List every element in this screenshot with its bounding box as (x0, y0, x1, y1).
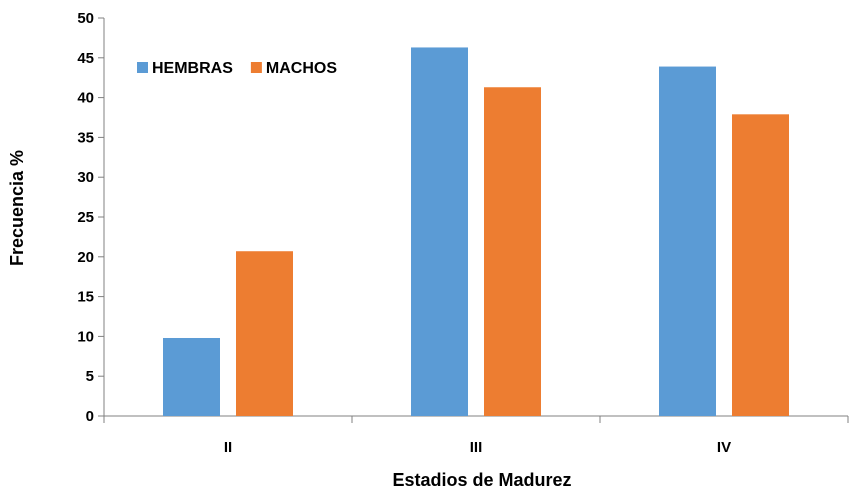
y-tick-label: 0 (86, 408, 94, 425)
bars (163, 47, 789, 417)
legend: HEMBRAS MACHOS (137, 60, 337, 77)
x-tick-label: IV (717, 439, 731, 456)
bar-hembras-ii (163, 337, 220, 416)
x-axis-title: Estadios de Madurez (392, 470, 571, 490)
y-tick-label: 25 (77, 209, 94, 226)
bar-machos-ii (236, 251, 293, 416)
y-tick-label: 30 (77, 169, 94, 186)
y-tick-label: 35 (77, 129, 94, 146)
x-tick-label: II (224, 439, 232, 456)
legend-label: HEMBRAS (152, 60, 233, 77)
y-tick-label: 20 (77, 249, 94, 266)
bar-hembras-iii (411, 47, 468, 417)
bar-machos-iii (484, 87, 541, 416)
x-tick-label: III (470, 439, 483, 456)
y-tick-label: 15 (77, 289, 94, 306)
legend-swatch (250, 62, 262, 73)
y-axis-title: Frecuencia % (7, 150, 27, 266)
legend-label: MACHOS (266, 60, 337, 77)
y-tick-label: 45 (77, 50, 94, 67)
x-axis: II III IV (103, 415, 849, 456)
y-tick-label: 5 (86, 368, 94, 385)
y-tick-label: 10 (77, 328, 94, 345)
y-tick-label: 40 (77, 90, 94, 107)
bar-machos-iv (732, 114, 789, 416)
y-axis: 0 5 10 15 20 25 30 35 40 45 50 (77, 10, 105, 425)
y-tick-label: 50 (77, 10, 94, 27)
bar-hembras-iv (659, 66, 716, 416)
legend-swatch (137, 62, 148, 73)
